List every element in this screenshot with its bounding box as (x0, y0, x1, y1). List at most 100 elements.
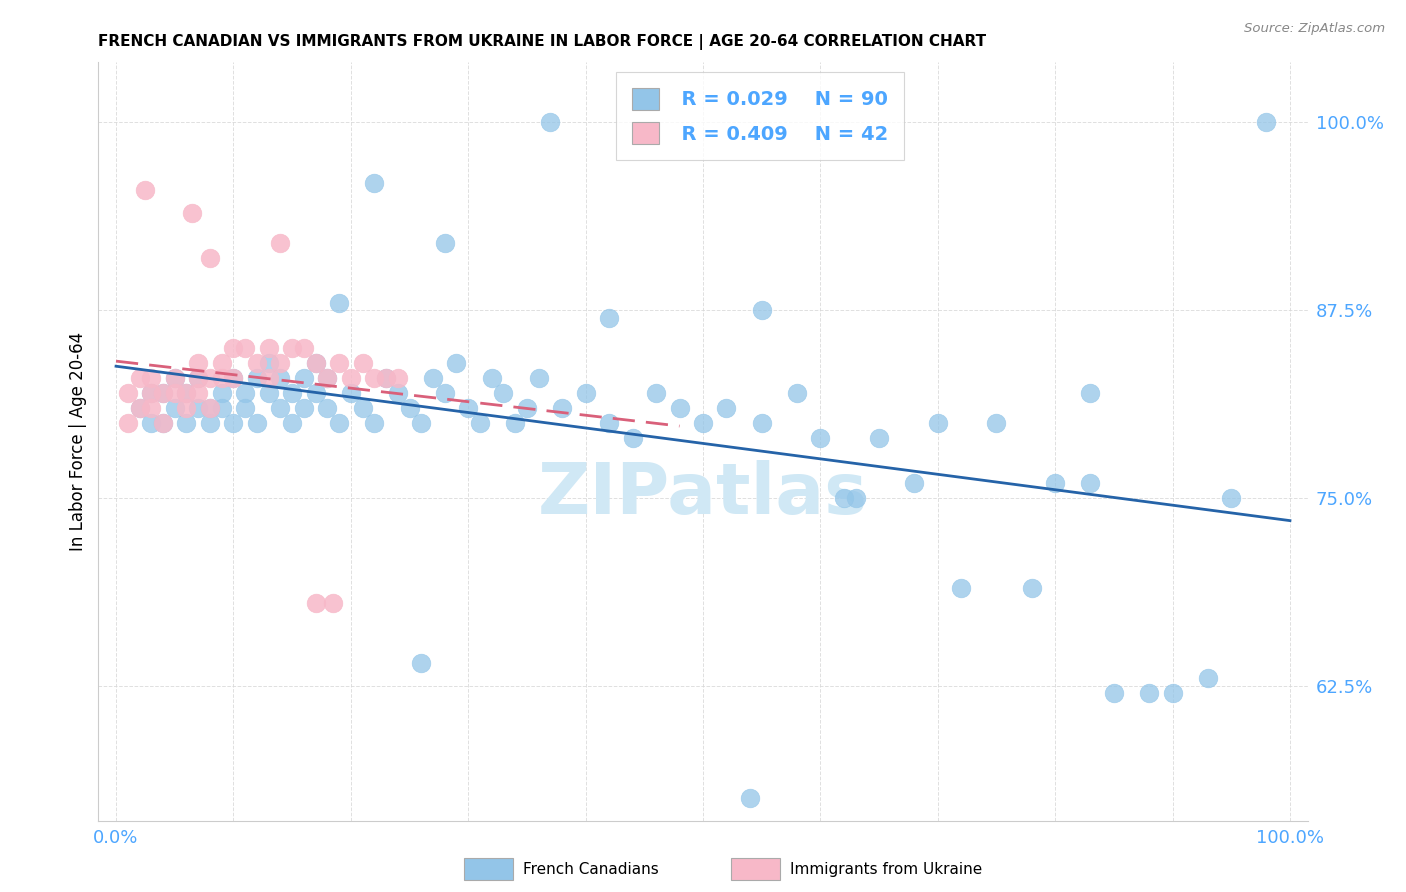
Point (751, 416, 773, 430)
Point (281, 385, 304, 400)
Point (187, 370, 209, 384)
Point (621, 431, 644, 445)
Point (363, 176, 385, 190)
Point (551, 401, 574, 415)
Point (246, 416, 269, 430)
Point (411, 656, 433, 670)
Point (141, 370, 163, 384)
Point (751, 303, 773, 318)
Point (281, 341, 304, 355)
Point (422, 370, 444, 384)
Point (233, 385, 256, 400)
Point (176, 416, 198, 430)
Text: Immigrants from Ukraine: Immigrants from Ukraine (790, 863, 983, 877)
Point (163, 370, 186, 384)
Point (181, 205, 204, 219)
Point (316, 370, 339, 384)
Point (468, 416, 491, 430)
Point (187, 356, 209, 370)
Point (269, 356, 291, 370)
Point (1137, 686, 1160, 700)
Point (211, 385, 233, 400)
Point (211, 370, 233, 384)
Point (375, 370, 398, 384)
Point (176, 401, 198, 415)
Point (246, 370, 269, 384)
Point (340, 370, 363, 384)
Point (398, 401, 420, 415)
Point (257, 370, 280, 384)
Text: French Canadians: French Canadians (523, 863, 659, 877)
Point (986, 416, 1008, 430)
Point (598, 310, 620, 325)
Point (808, 431, 831, 445)
Point (411, 416, 433, 430)
Point (304, 385, 326, 400)
Point (1021, 581, 1043, 595)
Point (269, 235, 291, 250)
Point (222, 370, 245, 384)
Point (328, 356, 350, 370)
Point (387, 385, 409, 400)
Point (152, 385, 174, 400)
Point (152, 385, 174, 400)
Point (198, 401, 221, 415)
Point (1197, 671, 1219, 685)
Point (176, 385, 198, 400)
Point (292, 401, 315, 415)
Point (433, 235, 456, 250)
Point (868, 431, 890, 445)
Point (950, 581, 973, 595)
Point (117, 385, 139, 400)
Point (152, 416, 174, 430)
Point (257, 341, 280, 355)
Point (304, 356, 326, 370)
Point (257, 356, 280, 370)
Point (152, 416, 174, 430)
Point (163, 370, 186, 384)
Point (845, 491, 868, 505)
Point (375, 370, 398, 384)
Point (340, 385, 363, 400)
Point (1161, 686, 1184, 700)
Point (128, 401, 150, 415)
Text: FRENCH CANADIAN VS IMMIGRANTS FROM UKRAINE IN LABOR FORCE | AGE 20-64 CORRELATIO: FRENCH CANADIAN VS IMMIGRANTS FROM UKRAI… (98, 34, 987, 50)
Point (1102, 686, 1125, 700)
Point (927, 416, 949, 430)
Point (292, 370, 315, 384)
Point (527, 370, 550, 384)
Point (433, 385, 456, 400)
Point (538, 115, 561, 129)
Point (246, 356, 269, 370)
Point (363, 416, 385, 430)
Point (198, 370, 221, 384)
Point (322, 596, 344, 610)
Point (198, 251, 221, 265)
Point (269, 401, 291, 415)
Point (163, 385, 186, 400)
Point (163, 401, 186, 415)
Point (328, 416, 350, 430)
Point (269, 370, 291, 384)
Point (387, 370, 409, 384)
Point (304, 596, 326, 610)
Legend:   R = 0.029    N = 90,   R = 0.409    N = 42: R = 0.029 N = 90, R = 0.409 N = 42 (616, 72, 904, 160)
Point (492, 385, 515, 400)
Point (716, 401, 738, 415)
Point (128, 401, 150, 415)
Point (645, 385, 668, 400)
Point (1080, 385, 1102, 400)
Point (128, 370, 150, 384)
Text: Source: ZipAtlas.com: Source: ZipAtlas.com (1244, 22, 1385, 36)
Text: ZIPatlas: ZIPatlas (538, 460, 868, 529)
Point (257, 385, 280, 400)
Point (211, 401, 233, 415)
Point (575, 385, 598, 400)
Point (134, 183, 156, 197)
Point (222, 341, 245, 355)
Point (363, 370, 385, 384)
Point (222, 416, 245, 430)
Point (832, 491, 855, 505)
Point (198, 401, 221, 415)
Point (516, 401, 538, 415)
